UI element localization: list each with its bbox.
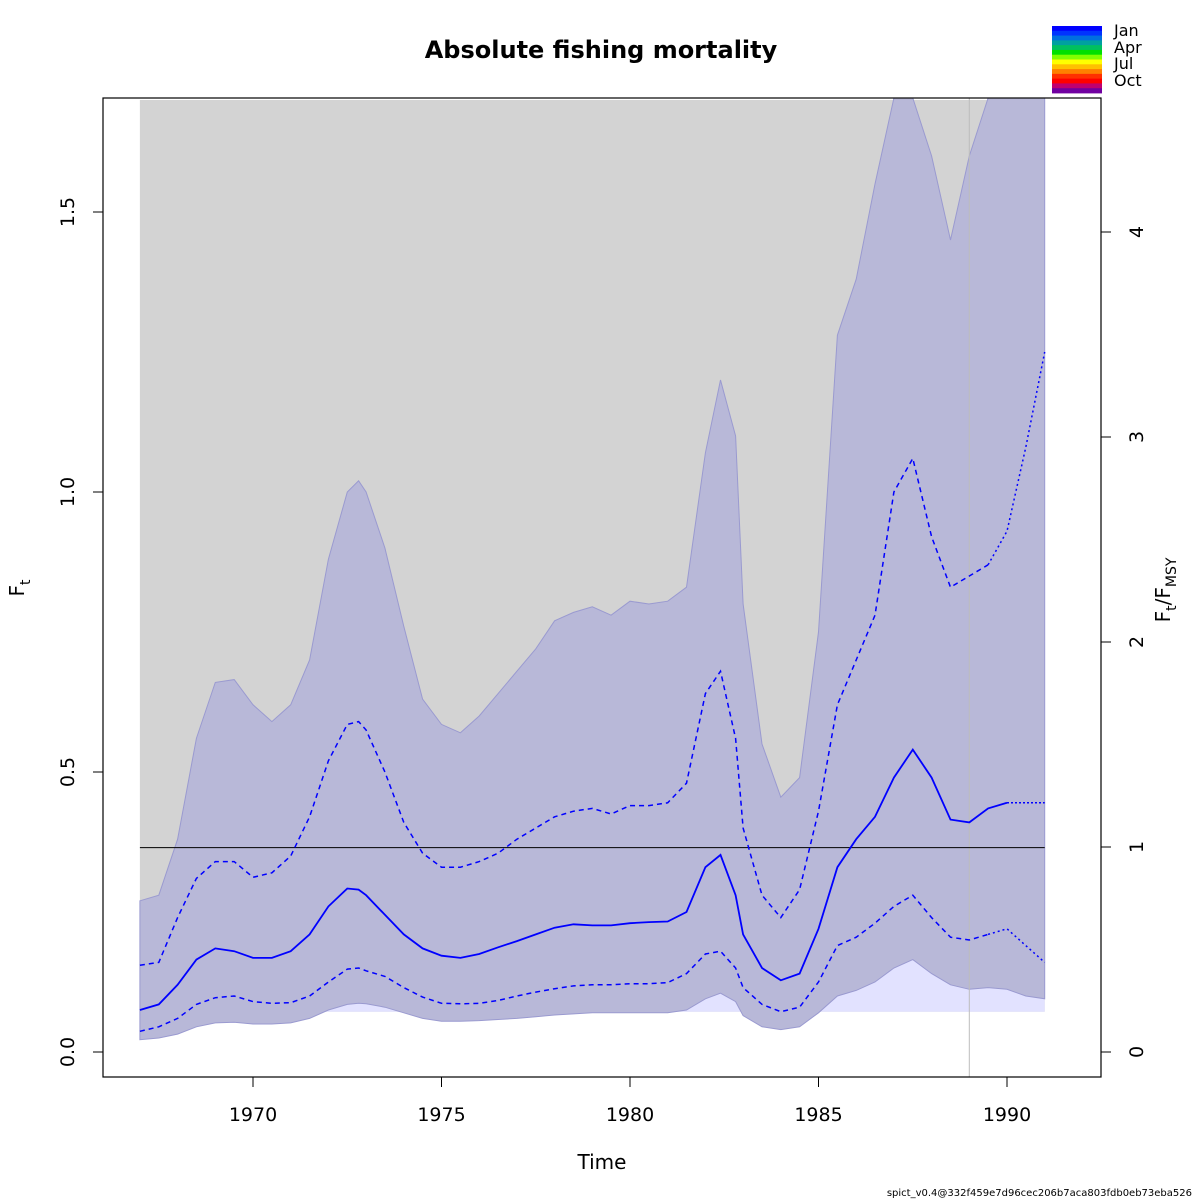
y-axis-label: Ft (5, 579, 34, 597)
legend-color-swatch (1052, 59, 1102, 65)
legend-color-swatch (1052, 69, 1102, 75)
svg-text:Ft/FMSY: Ft/FMSY (1151, 557, 1180, 622)
y-axis-right-label: Ft/FMSY (1151, 557, 1180, 622)
y-tick-label: 0.0 (57, 1037, 79, 1067)
x-tick-label: 1985 (794, 1104, 842, 1126)
f-estimate-line (139, 747, 1008, 1011)
x-tick-label: 1975 (417, 1104, 465, 1126)
legend-color-swatch (1052, 88, 1102, 94)
y-tick-label: 1.0 (57, 477, 79, 507)
x-axis: 1970 1975 1980 1985 1990 (229, 1077, 1031, 1126)
legend-label-jul: Jul (1113, 54, 1133, 73)
ci-below-fmsy-band (139, 959, 1045, 1040)
legend-color-swatch (1052, 26, 1102, 32)
legend-label-jan: Jan (1113, 21, 1139, 40)
y-tick-label: 1.5 (57, 197, 79, 227)
chart-title: Absolute fishing mortality (425, 36, 778, 64)
legend-color-swatch (1052, 83, 1102, 89)
y-right-tick-label: 1 (1126, 841, 1148, 853)
x-tick-label: 1970 (229, 1104, 277, 1126)
y-axis-label-sub: t (18, 579, 34, 585)
x-axis-label: Time (577, 1150, 627, 1174)
y-tick-label: 0.5 (57, 757, 79, 787)
y-right-tick-label: 2 (1126, 636, 1148, 648)
y-right-label-sub1: t (1164, 605, 1180, 611)
x-tick-label: 1980 (606, 1104, 654, 1126)
legend-color-swatch (1052, 73, 1102, 80)
legend-color-swatch (1052, 49, 1102, 56)
legend-color-swatch (1052, 78, 1102, 84)
y-right-label-f1: F (1151, 611, 1175, 623)
y-axis-right: 0 1 2 3 4 (1101, 226, 1148, 1058)
upper-ci-forecast-line (987, 351, 1046, 566)
legend-color-swatch (1052, 54, 1102, 60)
plot-area (139, 97, 1046, 1077)
svg-text:Ft: Ft (5, 579, 34, 597)
y-right-tick-label: 0 (1126, 1046, 1148, 1058)
plot-frame (102, 97, 1102, 1078)
legend-color-swatch (1052, 40, 1102, 46)
version-stamp: spict_v0.4@332f459e7d96cec206b7aca803fdb… (887, 1188, 1192, 1199)
y-right-tick-label: 3 (1126, 431, 1148, 443)
lower-ci-line (139, 894, 989, 1033)
x-tick-label: 1990 (983, 1104, 1031, 1126)
y-right-tick-label: 4 (1126, 226, 1148, 238)
y-axis-left: 0.0 0.5 1.0 1.5 (57, 197, 103, 1067)
f-ci-band (139, 97, 1046, 1041)
legend-label-apr: Apr (1114, 38, 1142, 57)
legend-label-oct: Oct (1114, 71, 1142, 90)
legend-color-swatch (1052, 45, 1102, 51)
upper-ci-line (139, 456, 989, 966)
legend-color-swatch (1052, 35, 1102, 41)
y-right-label-sub2: MSY (1164, 557, 1180, 587)
legend-color-bar (1052, 26, 1102, 94)
legend-color-swatch (1052, 30, 1102, 36)
legend-color-swatch (1052, 64, 1102, 70)
month-color-legend: Jan Apr Jul Oct (1052, 21, 1142, 94)
y-right-label-sep: / (1151, 598, 1175, 605)
y-axis-label-main: F (5, 585, 29, 597)
y-right-label-f2: F (1151, 587, 1175, 599)
